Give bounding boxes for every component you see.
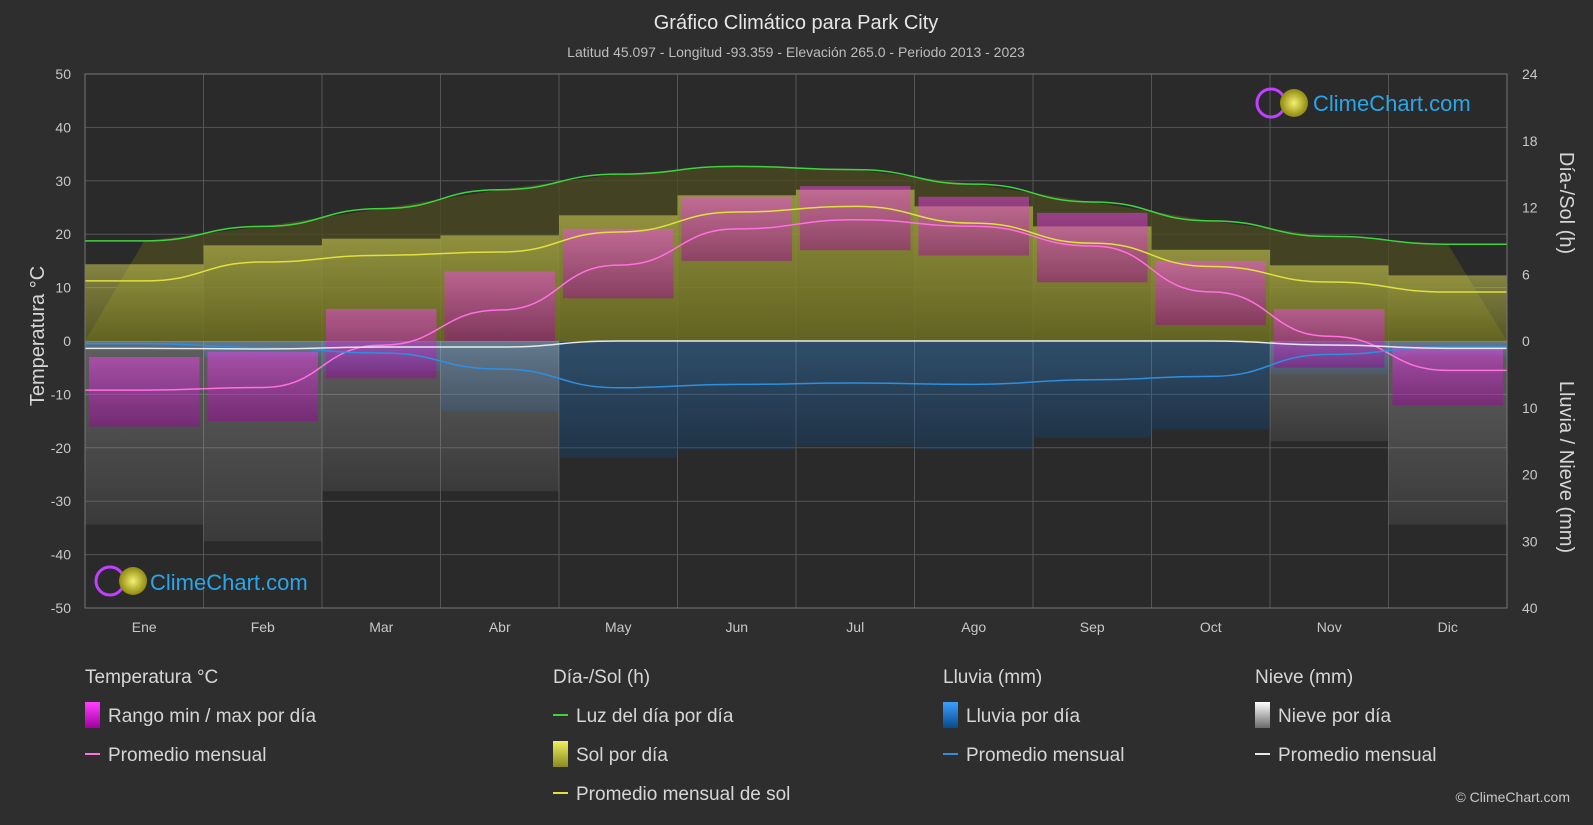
brand-logo-bottom: ClimeChart.com (94, 565, 308, 597)
data-lines (84, 165, 1507, 391)
legend-label-temp-range: Rango min / max por día (108, 706, 316, 727)
temp-range-bar (326, 308, 437, 379)
rain-bar (914, 341, 1033, 450)
tick-label-left: 20 (55, 226, 71, 242)
temp-range-bar (89, 357, 200, 427)
sun-avg-line (85, 205, 1507, 293)
legend-head-lluvia: Lluvia (mm) (943, 667, 1042, 688)
legend-head-temperatura: Temperatura °C (85, 667, 218, 688)
snow-avg-line (84, 340, 1507, 350)
y-axis-left-label: Temperatura °C (27, 266, 49, 406)
legend-head-nieve: Nieve (mm) (1255, 667, 1353, 688)
tick-label-month: Oct (1200, 619, 1222, 635)
legend: Temperatura °C Rango min / max por día P… (85, 667, 1436, 805)
tick-label-right-mm: 30 (1522, 533, 1538, 549)
logo-sun-icon (119, 567, 147, 595)
tick-label-month: Nov (1317, 619, 1342, 635)
rain-bar (559, 341, 678, 458)
sun-bar (1388, 275, 1507, 341)
temp-avg-line (84, 219, 1507, 391)
legend-swatch-rain (943, 702, 958, 728)
y-axis-right-bottom-label: Lluvia / Nieve (mm) (1555, 381, 1577, 553)
tick-label-left: 40 (55, 119, 71, 135)
tick-label-month: Jun (725, 619, 748, 635)
tick-label-month: Ene (132, 619, 157, 635)
tick-label-month: Jul (846, 619, 864, 635)
legend-swatch-snow (1255, 702, 1270, 728)
tick-label-left: 0 (63, 333, 71, 349)
legend-head-dia-sol: Día-/Sol (h) (553, 667, 650, 688)
tick-label-left: 30 (55, 173, 71, 189)
data-areas (85, 166, 1507, 542)
legend-label-rain: Lluvia por día (966, 706, 1081, 727)
copyright: © ClimeChart.com (1455, 789, 1570, 805)
daylight-line (84, 165, 1507, 245)
y-axis-right-top-label: Día-/Sol (h) (1555, 152, 1577, 254)
tick-label-right-sun: 12 (1522, 200, 1538, 216)
tick-label-month: May (605, 619, 631, 635)
brand-logo-top: ClimeChart.com (1255, 87, 1471, 119)
temp-range-bar (800, 186, 911, 251)
tick-label-month: Ago (961, 619, 986, 635)
tick-label-right-sun: 6 (1522, 266, 1530, 282)
rain-bar (1151, 341, 1270, 430)
tick-label-month: Mar (369, 619, 393, 635)
tick-label-left: -30 (51, 493, 71, 509)
tick-label-right-sun: 18 (1522, 133, 1538, 149)
logo-sun-icon (1280, 89, 1308, 117)
temp-range-bar (444, 271, 555, 341)
chart-subtitle: Latitud 45.097 - Longitud -93.359 - Elev… (567, 44, 1025, 60)
legend-label-sun-avg: Promedio mensual de sol (576, 784, 790, 805)
temp-range-bar (207, 351, 318, 422)
brand-name-bottom: ClimeChart.com (150, 570, 308, 595)
tick-label-month: Abr (489, 619, 511, 635)
temp-range-bar (1155, 260, 1266, 325)
tick-label-month: Dic (1438, 619, 1458, 635)
tick-label-left: -20 (51, 440, 71, 456)
chart-title: Gráfico Climático para Park City (654, 12, 939, 34)
tick-label-left: -50 (51, 600, 71, 616)
tick-label-left: -40 (51, 547, 71, 563)
rain-bar (1033, 341, 1152, 438)
tick-label-right-mm: 10 (1522, 400, 1538, 416)
legend-label-rain-avg: Promedio mensual (966, 745, 1124, 766)
temp-range-bar (1392, 346, 1503, 406)
tick-label-right-sun: 24 (1522, 66, 1538, 82)
tick-label-right-sun: 0 (1522, 333, 1530, 349)
legend-label-sun: Sol por día (576, 745, 668, 766)
snow-bar (440, 341, 559, 492)
tick-label-right-mm: 40 (1522, 600, 1538, 616)
tick-label-left: -10 (51, 386, 71, 402)
legend-swatch-temp-range (85, 702, 100, 728)
rain-bar (796, 341, 915, 447)
tick-label-left: 10 (55, 280, 71, 296)
temp-range-bar (563, 228, 674, 299)
legend-label-snow: Nieve por día (1278, 706, 1391, 727)
legend-label-snow-avg: Promedio mensual (1278, 745, 1436, 766)
legend-label-temp-avg: Promedio mensual (108, 745, 266, 766)
tick-label-month: Feb (251, 619, 275, 635)
plot-frame (84, 73, 1508, 609)
legend-label-daylight: Luz del día por día (576, 706, 734, 727)
tick-label-right-mm: 20 (1522, 467, 1538, 483)
tick-label-left: 50 (55, 66, 71, 82)
sun-bar (85, 264, 204, 341)
axes: 50 40 30 20 10 0 -10 -20 -30 -40 -50 Ene Feb Mar Abr Ma… (51, 66, 1538, 635)
legend-swatch-sun (553, 741, 568, 767)
tick-label-month: Sep (1080, 619, 1105, 635)
rain-bar (677, 341, 796, 450)
brand-name-top: ClimeChart.com (1313, 91, 1471, 116)
